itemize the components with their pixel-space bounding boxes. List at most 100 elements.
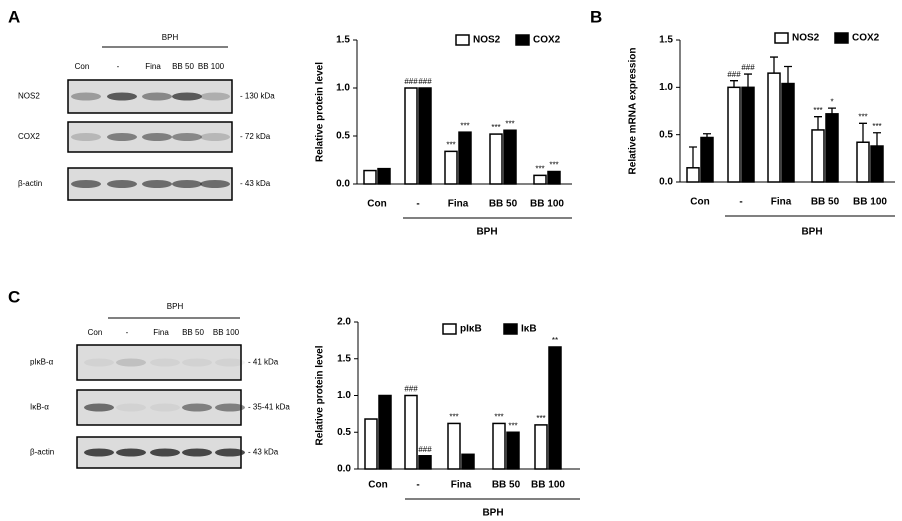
significance-label: ** [552, 336, 558, 345]
blot-band [150, 448, 180, 457]
blot-band [107, 133, 137, 141]
blot-row-label: NOS2 [18, 92, 40, 101]
panel-label: B [590, 7, 602, 26]
bar [447, 422, 461, 470]
bar [686, 167, 700, 183]
error-bar [784, 65, 792, 84]
blot-band [84, 448, 114, 457]
significance-label: ### [404, 77, 418, 86]
bar [700, 136, 714, 183]
lane-label: BB 50 [182, 328, 204, 337]
blot-band [71, 92, 101, 101]
y-tick-label: 2.0 [337, 317, 351, 328]
y-tick-label: 0.5 [337, 427, 351, 438]
lane-label: Fina [145, 62, 161, 71]
blot-band [215, 448, 245, 457]
significance-label: *** [494, 413, 503, 422]
error-bar [703, 133, 711, 138]
x-tick-label: Con [367, 199, 386, 210]
error-bar [770, 56, 778, 74]
legend-label: NOS2 [473, 35, 501, 46]
significance-label: *** [508, 421, 517, 430]
blot-size-label: - 72 kDa [240, 132, 271, 141]
x-tick-label: Con [368, 480, 387, 491]
significance-label: *** [505, 119, 514, 128]
y-tick-label: 0.0 [659, 177, 673, 188]
blot-band [116, 358, 146, 367]
x-tick-label: - [416, 480, 419, 491]
legend-label: COX2 [533, 35, 561, 46]
bar [444, 150, 458, 185]
lane-label: Fina [153, 328, 169, 337]
bar [825, 113, 839, 183]
x-tick-label: BB 50 [811, 197, 840, 208]
y-axis-label: Relative protein level [315, 62, 326, 162]
bar [548, 346, 562, 470]
x-tick-label: - [416, 199, 419, 210]
bar [534, 424, 548, 470]
bar [741, 86, 755, 183]
y-tick-label: 1.5 [337, 353, 351, 364]
bar [870, 145, 884, 183]
significance-label: *** [449, 413, 458, 422]
bar [364, 418, 378, 470]
y-tick-label: 1.0 [336, 83, 350, 94]
blot-band [182, 448, 212, 457]
blot-size-label: - 41 kDa [248, 358, 279, 367]
significance-label: *** [549, 161, 558, 170]
significance-label: ### [741, 63, 755, 72]
group-label: BPH [476, 227, 497, 238]
panel-label: C [8, 287, 20, 306]
x-tick-label: Fina [448, 199, 469, 210]
significance-label: ### [418, 77, 432, 86]
x-tick-label: Con [690, 197, 709, 208]
blot-band [71, 180, 101, 188]
error-bar [859, 122, 867, 143]
bar [418, 87, 432, 185]
blot-band [182, 358, 212, 367]
blot-band [200, 180, 230, 188]
blot-band [142, 180, 172, 188]
lane-label: - [117, 62, 120, 71]
significance-label: *** [446, 140, 455, 149]
blot-band [200, 133, 230, 141]
error-bar [828, 107, 836, 114]
x-tick-label: BB 100 [530, 199, 564, 210]
blot-image [76, 344, 242, 381]
bar [458, 131, 472, 185]
lane-label: BB 100 [198, 62, 225, 71]
bar [767, 72, 781, 183]
significance-label: ### [727, 70, 741, 79]
blot-band [215, 358, 245, 367]
blot-band [116, 448, 146, 457]
y-tick-label: 1.0 [659, 82, 673, 93]
legend-key [455, 34, 470, 46]
legend-label: NOS2 [792, 33, 820, 44]
error-bar [689, 146, 697, 168]
y-tick-label: 1.0 [337, 390, 351, 401]
significance-label: ### [404, 385, 418, 394]
legend-key [503, 323, 518, 335]
legend-key [442, 323, 457, 335]
legend-key [774, 32, 789, 44]
blot-row-label: β-actin [30, 448, 54, 457]
blot-band [71, 133, 101, 141]
y-tick-label: 0.0 [337, 464, 351, 475]
blot-band [215, 403, 245, 412]
blot-band [150, 403, 180, 412]
group-label: BPH [482, 508, 503, 519]
legend-key [515, 34, 530, 46]
y-tick-label: 0.5 [336, 131, 350, 142]
blot-band [182, 403, 212, 412]
blot-size-label: - 35-41 kDa [248, 403, 290, 412]
panel-label: A [8, 7, 20, 26]
y-tick-label: 0.5 [659, 129, 673, 140]
bar [503, 129, 517, 185]
y-tick-label: 0.0 [336, 179, 350, 190]
lane-label: - [126, 328, 129, 337]
error-bar [730, 80, 738, 88]
x-tick-label: - [739, 197, 742, 208]
blot-row-label: COX2 [18, 132, 40, 141]
error-bar [744, 73, 752, 88]
y-tick-label: 1.5 [659, 35, 673, 46]
